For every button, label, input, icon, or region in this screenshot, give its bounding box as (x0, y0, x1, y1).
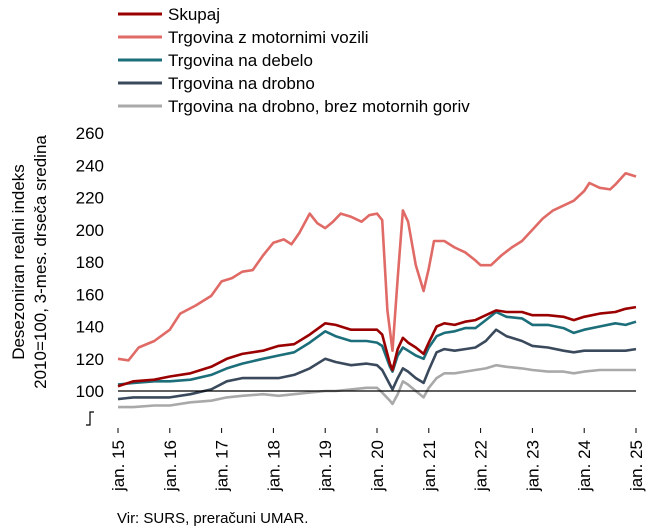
axis-break-mark (86, 411, 94, 426)
series-line (117, 310, 637, 386)
series-line (117, 305, 637, 388)
y-tick-label: 160 (76, 285, 104, 304)
series-line (117, 328, 637, 401)
legend-label: Trgovina na drobno, brez motornih goriv (168, 97, 470, 116)
series-lines (117, 172, 637, 409)
x-tick-label: jan. 22 (472, 440, 491, 492)
x-tick-label: jan. 23 (523, 440, 542, 492)
x-tick-label: jan. 19 (316, 440, 335, 492)
series-line (118, 363, 636, 409)
y-tick-label: 240 (76, 156, 104, 175)
y-axis-title-line: Desezoniran realni indeks (9, 164, 28, 360)
series-line (117, 172, 637, 362)
legend-label: Trgovina na drobno (168, 74, 315, 93)
y-tick-label: 220 (76, 189, 104, 208)
x-axis: jan. 15 jan. 16 jan. 17 jan. 18 jan. 19 jan. … (109, 428, 646, 492)
x-tick-label: jan. 15 (109, 440, 128, 492)
legend-label: Trgovina z motornimi vozili (168, 28, 369, 47)
y-tick-label: 260 (76, 124, 104, 143)
x-tick-label: jan. 20 (368, 440, 387, 492)
legend: Skupaj Trgovina z motornimi vozili Trgovin… (118, 5, 470, 116)
source-note: Vir: SURS, preračuni UMAR. (117, 510, 309, 527)
legend-label: Trgovina na debelo (168, 51, 313, 70)
x-tick-label: jan. 25 (627, 440, 646, 492)
legend-label: Skupaj (168, 5, 220, 24)
y-tick-label: 140 (76, 318, 104, 337)
x-tick-label: jan. 21 (420, 440, 439, 492)
x-tick-label: jan. 17 (213, 440, 232, 492)
x-tick-label: jan. 16 (161, 440, 180, 492)
y-axis-title-line: 2010=100, 3-mes. drseča sredina (31, 135, 50, 389)
x-tick-label: jan. 24 (575, 440, 594, 492)
y-ticks: 100 120 140 160 180 200 220 240 260 (76, 124, 104, 426)
y-tick-label: 180 (76, 253, 104, 272)
y-tick-label: 200 (76, 221, 104, 240)
x-tick-label: jan. 18 (264, 440, 283, 492)
y-tick-label: 100 (76, 382, 104, 401)
y-axis-title: Desezoniran realni indeks 2010=100, 3-mes… (9, 135, 50, 389)
y-tick-label: 120 (76, 350, 104, 369)
